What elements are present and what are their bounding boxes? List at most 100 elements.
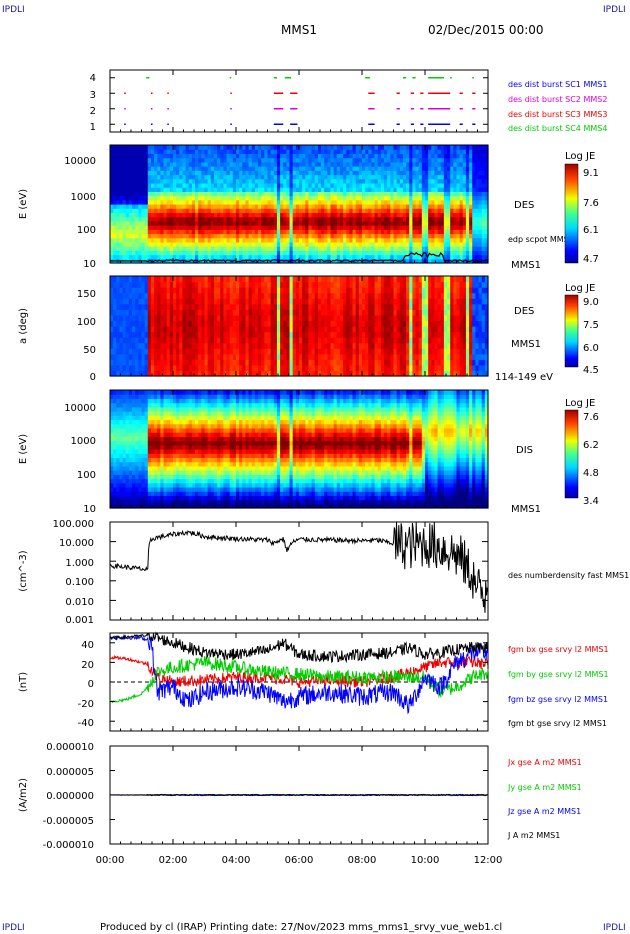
spectrogram-cell (110, 208, 114, 214)
spectrogram-cell (150, 195, 155, 201)
spectrogram-cell (333, 254, 338, 260)
spectrogram-cell (333, 276, 338, 283)
spectrogram-cell (469, 187, 473, 192)
spectrogram-cell (437, 258, 442, 264)
spectrogram-cell (462, 170, 467, 176)
spectrogram-cell (261, 187, 265, 192)
spectrogram-cell (333, 225, 338, 230)
spectrogram-cell (204, 359, 209, 366)
spectrogram-cell (362, 178, 366, 184)
spectrogram-cell (374, 298, 379, 305)
spectrogram-cell (396, 166, 401, 171)
spectrogram-cell (185, 229, 190, 235)
spectrogram-cell (393, 161, 398, 167)
spectrogram-cell (292, 149, 297, 155)
spectrogram-cell (336, 153, 341, 159)
spectrogram-cell (292, 195, 297, 201)
spectrogram-cell (380, 199, 385, 205)
spectrogram-cell (188, 359, 193, 366)
spectrogram-cell (248, 364, 253, 372)
spectrogram-cell (267, 370, 272, 377)
spectrogram-cell (210, 287, 215, 294)
spectrogram-cell (481, 157, 486, 163)
spectrogram-cell (418, 246, 423, 251)
spectrogram-cell (201, 331, 206, 338)
spectrogram-cell (368, 220, 373, 226)
spectrogram-cell (258, 287, 262, 294)
spectrogram-cell (223, 309, 228, 316)
spectrogram-cell (365, 225, 369, 230)
spectrogram-cell (185, 309, 190, 316)
spectrogram-cell (116, 220, 121, 226)
spectrogram-cell (213, 149, 218, 155)
spectrogram-cell (481, 241, 486, 247)
spectrogram-cell (154, 276, 158, 283)
spectrogram-cell (198, 145, 202, 150)
spectrogram-cell (195, 182, 199, 188)
spectrogram-cell (308, 348, 313, 355)
spectrogram-cell (295, 220, 300, 226)
spectrogram-cell (406, 254, 410, 260)
spectrogram-cell (390, 149, 395, 155)
spectrogram-cell (251, 353, 256, 360)
spectrogram-cell (110, 309, 114, 316)
spectrogram-cell (122, 233, 127, 239)
spectrogram-cell (421, 195, 426, 201)
spectrogram-cell (122, 364, 127, 372)
spectrogram-cell (132, 233, 136, 239)
spectrogram-cell (248, 149, 253, 155)
spectrogram-cell (440, 216, 445, 222)
spectrogram-cell (236, 178, 240, 184)
spectrogram-cell (264, 237, 269, 243)
spectrogram-cell (229, 320, 234, 327)
spectrogram-cell (478, 149, 483, 155)
spectrogram-cell (358, 303, 363, 310)
spectrogram-cell (119, 303, 124, 310)
spectrogram-cell (173, 287, 177, 294)
spectrogram-cell (273, 149, 278, 155)
spectrogram-cell (343, 364, 347, 372)
spectrogram-cell (428, 204, 432, 209)
spectrogram-cell (242, 348, 247, 355)
spectrogram-cell (453, 246, 458, 251)
spectrogram-cell (333, 246, 338, 251)
spectrogram-cell (210, 342, 215, 349)
spectrogram-cell (141, 208, 146, 214)
spectrogram-cell (258, 250, 262, 256)
spectrogram-cell (248, 161, 253, 167)
spectrogram-cell (292, 187, 297, 192)
spectrogram-cell (141, 149, 146, 155)
spectrogram-cell (160, 216, 165, 222)
spectrogram-cell (484, 229, 489, 235)
spectrogram-cell (302, 195, 306, 201)
spectrogram-cell (176, 178, 180, 184)
spectrogram-cell (169, 348, 174, 355)
spectrogram-cell (314, 250, 319, 256)
spectrogram-cell (308, 174, 313, 180)
spectrogram-cell (217, 195, 221, 201)
spectrogram-cell (122, 161, 127, 167)
spectrogram-cell (276, 166, 281, 171)
spectrogram-cell (128, 348, 133, 355)
spectrogram-cell (440, 170, 445, 176)
spectrogram-cell (324, 212, 328, 218)
spectrogram-cell (163, 233, 168, 239)
spectrogram-cell (226, 359, 231, 366)
spectrogram-cell (292, 174, 297, 180)
spectrogram-cell (157, 331, 161, 338)
spectrogram-cell (384, 145, 388, 150)
spectrogram-cell (135, 216, 139, 222)
spectrogram-cell (276, 331, 281, 338)
spectrogram-cell (365, 220, 369, 226)
spectrogram-cell (264, 281, 269, 288)
spectrogram-cell (324, 292, 328, 299)
spectrogram-cell (428, 216, 432, 222)
spectrogram-cell (421, 153, 426, 159)
spectrogram-cell (229, 237, 234, 243)
spectrogram-cell (453, 187, 458, 192)
spectrogram-cell (248, 229, 253, 235)
spectrogram-cell (116, 320, 121, 327)
spectrogram-cell (116, 178, 121, 184)
spectrogram-cell (169, 199, 174, 205)
spectrogram-cell (431, 246, 436, 251)
